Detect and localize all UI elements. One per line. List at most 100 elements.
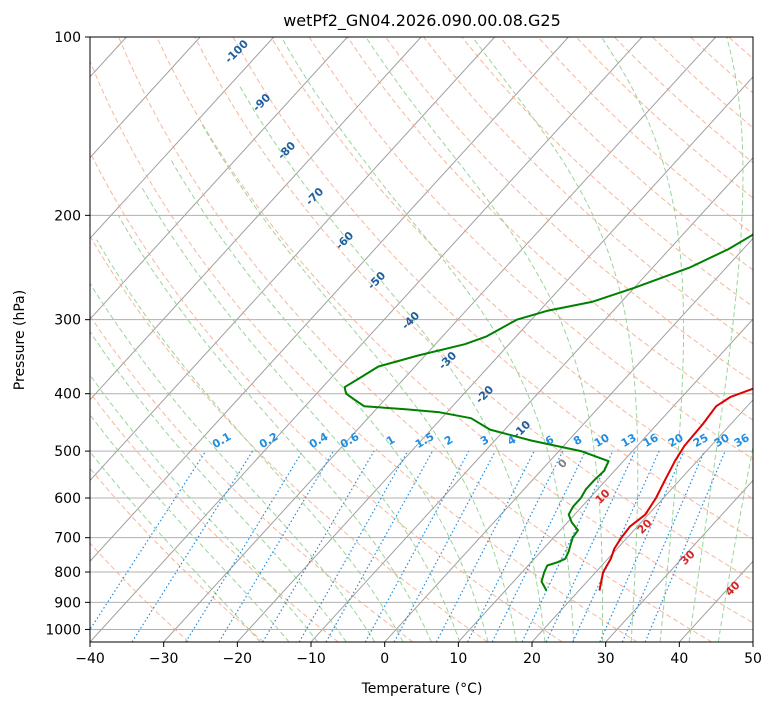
dry-adiabat-line — [728, 37, 753, 60]
x-tick-label: 10 — [449, 651, 467, 667]
mixing-ratio-line — [364, 450, 470, 642]
moist-adiabat-line — [365, 37, 603, 642]
dry-adiabat-label: -70 — [303, 185, 326, 208]
profile-lines — [343, 233, 753, 592]
mixing-ratio-line — [131, 450, 254, 642]
mixing-ratio-label: 0.1 — [210, 430, 233, 451]
y-axis-title: Pressure (hPa) — [12, 290, 28, 390]
moist-adiabat-label: 10 — [593, 486, 613, 506]
isotherm-line — [90, 37, 643, 642]
y-axis: 100 200 300 400 500 600 700 800 900 1000 — [45, 30, 90, 638]
dry-adiabat-label: -80 — [275, 139, 298, 162]
dry-adiabat-line — [90, 542, 190, 642]
y-tick-label: 500 — [54, 444, 81, 460]
mixing-ratio-line — [521, 450, 614, 642]
mixing-ratio-line — [599, 450, 685, 642]
x-tick-label: −40 — [75, 651, 105, 667]
mixing-ratio-line — [90, 450, 207, 631]
mixing-ratio-line — [218, 450, 334, 642]
isotherm-line — [90, 37, 275, 240]
isotherm-line — [90, 37, 422, 401]
dry-adiabat-line — [118, 37, 712, 642]
x-tick-label: 50 — [744, 651, 762, 667]
x-tick-label: 20 — [523, 651, 541, 667]
moist-adiabat-line — [141, 187, 461, 642]
dry-adiabat-line — [423, 37, 753, 345]
y-tick-label: 300 — [54, 313, 81, 329]
mixing-ratio-label: 1.5 — [413, 430, 436, 451]
mixing-ratio-label: 10 — [592, 431, 612, 450]
x-tick-label: 30 — [597, 651, 615, 667]
mixing-ratio-line — [466, 450, 564, 642]
y-tick-label: 700 — [54, 531, 81, 547]
mixing-ratio-line — [491, 450, 586, 642]
mixing-ratio-line — [545, 450, 636, 642]
x-tick-label: −30 — [149, 651, 179, 667]
background-lines — [90, 37, 775, 642]
x-axis: −40 −30 −20 −10 0 10 20 30 40 50 — [75, 642, 762, 667]
x-tick-label: −20 — [223, 651, 253, 667]
moist-adiabat-line — [717, 444, 753, 642]
y-tick-label: 400 — [54, 387, 81, 403]
mixing-ratio-label: 16 — [641, 431, 661, 450]
isotherm-line — [678, 560, 753, 642]
moist-adiabat-line — [90, 413, 290, 642]
isotherm-line — [163, 37, 717, 642]
y-tick-label: 200 — [54, 208, 81, 224]
dry-adiabat-line — [90, 151, 563, 642]
dry-adiabat-line — [90, 60, 638, 642]
isotherm-line — [90, 37, 201, 159]
dry-adiabat-line — [385, 37, 753, 383]
isotherm-line — [90, 37, 496, 482]
x-axis-title: Temperature (°C) — [361, 681, 483, 697]
dry-adiabat-line — [90, 391, 339, 642]
moist-adiabat-label: 40 — [723, 578, 743, 598]
dry-adiabat-line — [270, 37, 753, 500]
temperature-line — [598, 387, 753, 591]
mixing-ratio-line — [262, 450, 375, 642]
dry-adiabat-line — [308, 37, 753, 460]
moist-adiabat-line — [90, 282, 376, 642]
isotherm-line — [90, 37, 569, 563]
dry-adiabat-label: -40 — [399, 309, 422, 332]
dry-adiabat-line — [537, 37, 753, 235]
moist-adiabat-line — [90, 451, 261, 642]
dry-adiabat-label: -90 — [250, 91, 273, 114]
dry-adiabat-label: -30 — [436, 349, 459, 372]
moist-adiabat-line — [90, 330, 347, 642]
dry-adiabat-line — [767, 37, 775, 642]
isotherm-line — [457, 318, 753, 642]
dry-adiabat-label: -60 — [333, 229, 356, 252]
moist-adiabat-label: 0 — [555, 456, 570, 471]
mixing-ratio-line — [393, 450, 496, 642]
isotherm-line — [90, 37, 348, 320]
x-tick-label: 40 — [670, 651, 688, 667]
mixing-ratio-label: 0.2 — [257, 430, 280, 451]
y-tick-label: 100 — [54, 30, 81, 46]
isotherm-line — [752, 641, 753, 642]
moist-adiabat-line — [201, 123, 517, 642]
dewpoint-line — [343, 233, 753, 592]
mixing-ratio-label: 2 — [442, 433, 455, 448]
mixing-ratio-line — [325, 450, 434, 642]
isotherm-line — [384, 237, 753, 642]
mixing-ratio-label: 1 — [384, 433, 397, 448]
moist-adiabat-line — [169, 157, 489, 642]
y-tick-label: 600 — [54, 491, 81, 507]
mixing-ratio-line — [185, 450, 304, 642]
y-tick-label: 1000 — [45, 622, 81, 638]
moist-adiabat-line — [117, 215, 432, 642]
moist-adiabat-line — [688, 37, 744, 642]
dry-adiabat-line — [575, 37, 753, 199]
isoline-labels: -100-90-80-70-60-50-40-30-20-10010203040… — [210, 37, 752, 599]
mixing-ratio-line — [644, 450, 726, 642]
moist-adiabat-line — [96, 239, 404, 642]
moist-adiabat-label: 30 — [678, 547, 698, 567]
plot-frame — [89, 36, 754, 643]
dry-adiabat-line — [613, 37, 753, 164]
dry-adiabat-line — [461, 37, 753, 308]
chart-title: wetPf2_GN04.2026.090.00.08.G25 — [283, 11, 561, 31]
moist-adiabat-line — [472, 37, 639, 642]
mixing-ratio-line — [621, 450, 705, 642]
